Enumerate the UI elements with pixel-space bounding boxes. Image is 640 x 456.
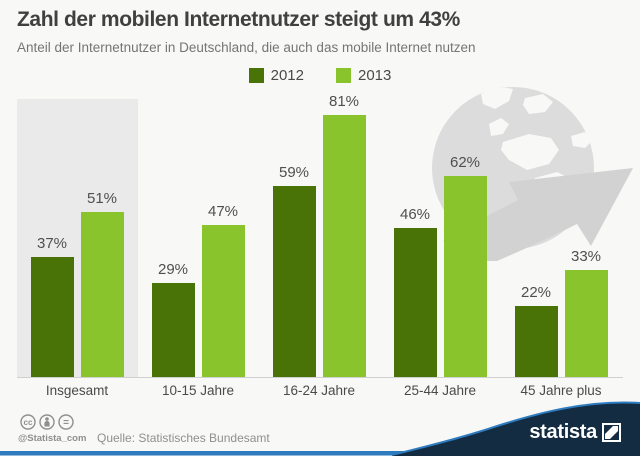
page-subtitle: Anteil der Internetnutzer in Deutschland… [17, 40, 476, 55]
no-derivatives-icon: = [58, 414, 74, 430]
legend: 2012 2013 [0, 67, 640, 84]
category-label-1: 10-15 Jahre [161, 383, 235, 398]
category-label-2: 16-24 Jahre [282, 383, 356, 398]
bar-2013-category-2 [322, 115, 366, 377]
cc-license-icons: cc = [20, 414, 74, 430]
bar-2013-category-0 [80, 212, 124, 377]
bar-2012-category-4 [514, 306, 558, 377]
cc-icon: cc [20, 414, 36, 430]
svg-text:cc: cc [24, 418, 33, 427]
value-label-2012-category-1: 29% [157, 261, 189, 278]
bar-2013-category-1 [201, 225, 245, 377]
statista-logo-icon [602, 423, 621, 442]
value-label-2013-category-4: 33% [570, 248, 602, 265]
value-label-2013-category-1: 47% [207, 203, 239, 220]
bar-2013-category-3 [443, 176, 487, 377]
value-label-2012-category-4: 22% [520, 284, 552, 301]
source-text: Quelle: Statistisches Bundesamt [97, 431, 270, 445]
value-label-2013-category-0: 51% [86, 190, 118, 207]
bar-2012-category-3 [393, 228, 437, 377]
legend-label-2013: 2013 [358, 67, 392, 84]
category-label-4: 45 Jahre plus [520, 383, 602, 398]
statista-wordmark: statista [529, 421, 597, 443]
statista-logo: statista [529, 421, 621, 444]
category-label-0: Insgesamt [45, 383, 109, 398]
value-label-2012-category-2: 59% [278, 164, 310, 181]
bar-2012-category-0 [30, 257, 74, 377]
value-label-2012-category-3: 46% [399, 206, 431, 223]
statista-handle: @Statista_com [18, 433, 87, 444]
bar-2013-category-4 [564, 270, 608, 377]
value-label-2013-category-2: 81% [328, 93, 360, 110]
svg-text:=: = [63, 417, 69, 428]
bar-2012-category-1 [151, 283, 195, 377]
legend-item-2013: 2013 [336, 67, 391, 84]
legend-swatch-2013 [336, 68, 351, 83]
footer-wave-graphic [0, 401, 640, 456]
category-label-3: 25-44 Jahre [403, 383, 477, 398]
attribution-icon [39, 414, 55, 430]
value-label-2013-category-3: 62% [449, 154, 481, 171]
value-label-2012-category-0: 37% [36, 235, 68, 252]
legend-label-2012: 2012 [270, 67, 304, 84]
page-title: Zahl der mobilen Internetnutzer steigt u… [17, 8, 460, 31]
bar-2012-category-2 [272, 186, 316, 377]
x-axis-line [17, 377, 623, 378]
globe-arrow-graphic [432, 87, 633, 261]
legend-swatch-2012 [248, 68, 264, 83]
legend-item-2012: 2012 [248, 67, 304, 84]
